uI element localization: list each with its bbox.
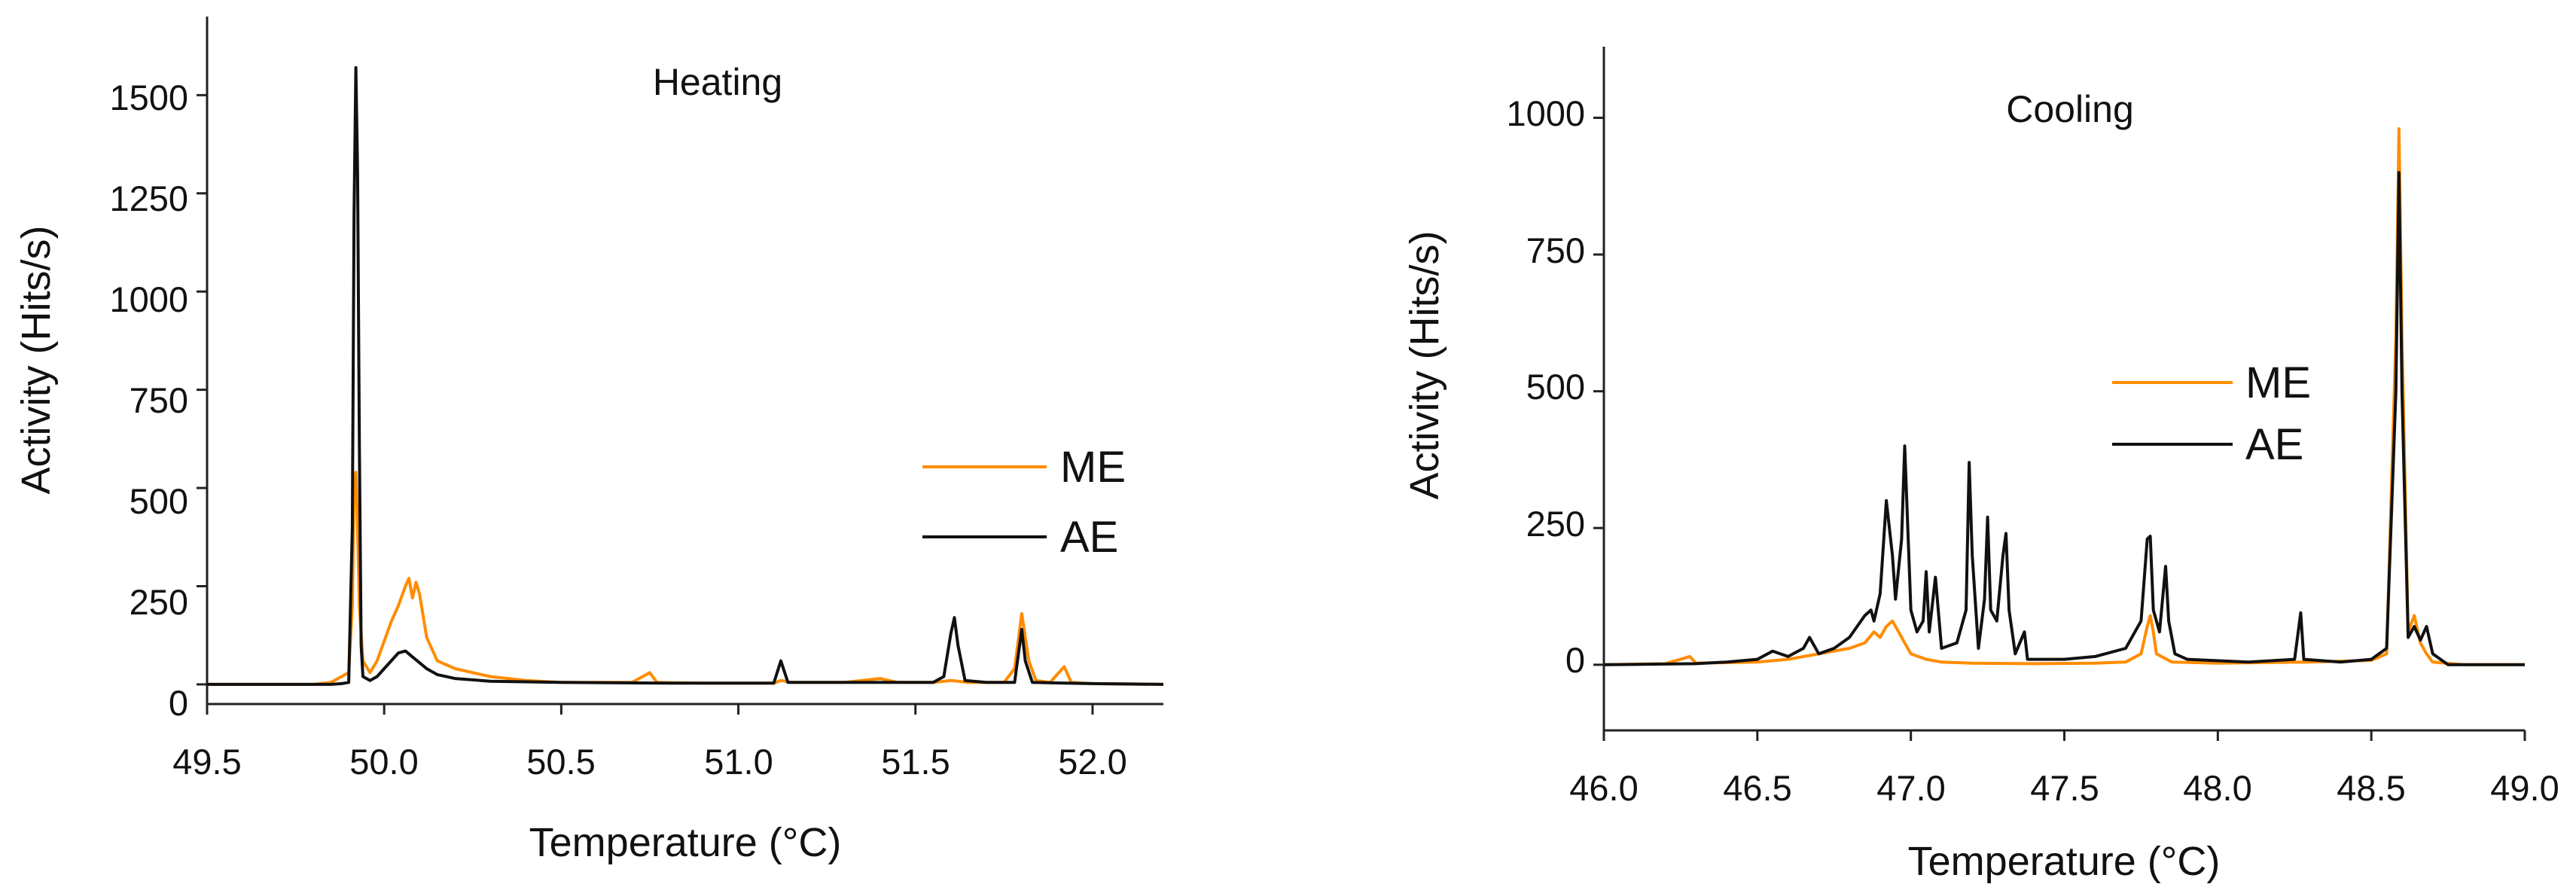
legend-label: AE bbox=[2245, 420, 2303, 469]
x-tick-label: 48.0 bbox=[2183, 768, 2251, 808]
x-tick-label: 48.5 bbox=[2337, 768, 2405, 808]
x-tick-label: 49.0 bbox=[2490, 768, 2559, 808]
legend: ME AE bbox=[922, 443, 1126, 562]
x-tick-label: 50.0 bbox=[349, 742, 418, 782]
y-tick-label: 750 bbox=[1526, 230, 1585, 270]
y-tick-label: 1000 bbox=[1506, 93, 1585, 133]
x-tick-label: 51.5 bbox=[881, 742, 950, 782]
y-tick-label: 500 bbox=[1526, 367, 1585, 407]
tick-marks bbox=[197, 93, 1094, 715]
x-tick-label: 49.5 bbox=[172, 742, 241, 782]
series-line-ae bbox=[207, 66, 1164, 686]
x-axis-title: Temperature (°C) bbox=[529, 820, 842, 865]
x-tick-label: 46.5 bbox=[1723, 768, 1791, 808]
series-line-me bbox=[207, 471, 1164, 686]
x-tick-label: 47.5 bbox=[2030, 768, 2099, 808]
chart-title: Cooling bbox=[2006, 88, 2134, 130]
y-tick-label: 1250 bbox=[109, 178, 188, 218]
legend: ME AE bbox=[2112, 358, 2311, 469]
x-tick-label: 46.0 bbox=[1569, 768, 1638, 808]
tick-marks bbox=[1593, 116, 2526, 741]
y-tick-label: 250 bbox=[130, 582, 188, 622]
x-tick-label: 50.5 bbox=[526, 742, 595, 782]
series-line-ae bbox=[1603, 171, 2525, 666]
y-tick-label: 1500 bbox=[109, 78, 188, 117]
y-tick-label: 250 bbox=[1526, 504, 1585, 544]
x-axis-title: Temperature (°C) bbox=[1908, 839, 2221, 884]
y-tick-label: 1000 bbox=[109, 279, 188, 319]
x-tick-label: 51.0 bbox=[704, 742, 773, 782]
legend-label: ME bbox=[2245, 358, 2311, 407]
y-axis-title: Activity (Hits/s) bbox=[14, 226, 59, 495]
x-tick-label: 47.0 bbox=[1876, 768, 1945, 808]
chart-heating: 0 250 500 750 1000 1250 1500 49.5 50.0 5… bbox=[14, 17, 1164, 865]
y-tick-label: 0 bbox=[1565, 640, 1585, 680]
x-tick-label: 52.0 bbox=[1058, 742, 1126, 782]
legend-label: AE bbox=[1060, 513, 1118, 562]
y-tick-label: 750 bbox=[130, 380, 188, 420]
series-line-me bbox=[1603, 127, 2525, 666]
series-lines bbox=[1603, 127, 2525, 666]
y-axis-title: Activity (Hits/s) bbox=[1402, 231, 1447, 500]
chart-cooling: 0 250 500 750 1000 46.0 46.5 47.0 47.5 4… bbox=[1402, 47, 2559, 884]
y-tick-label: 500 bbox=[130, 481, 188, 521]
series-lines bbox=[207, 66, 1164, 686]
chart-title: Heating bbox=[653, 61, 782, 103]
y-tick-label: 0 bbox=[169, 683, 188, 723]
legend-label: ME bbox=[1060, 443, 1126, 492]
